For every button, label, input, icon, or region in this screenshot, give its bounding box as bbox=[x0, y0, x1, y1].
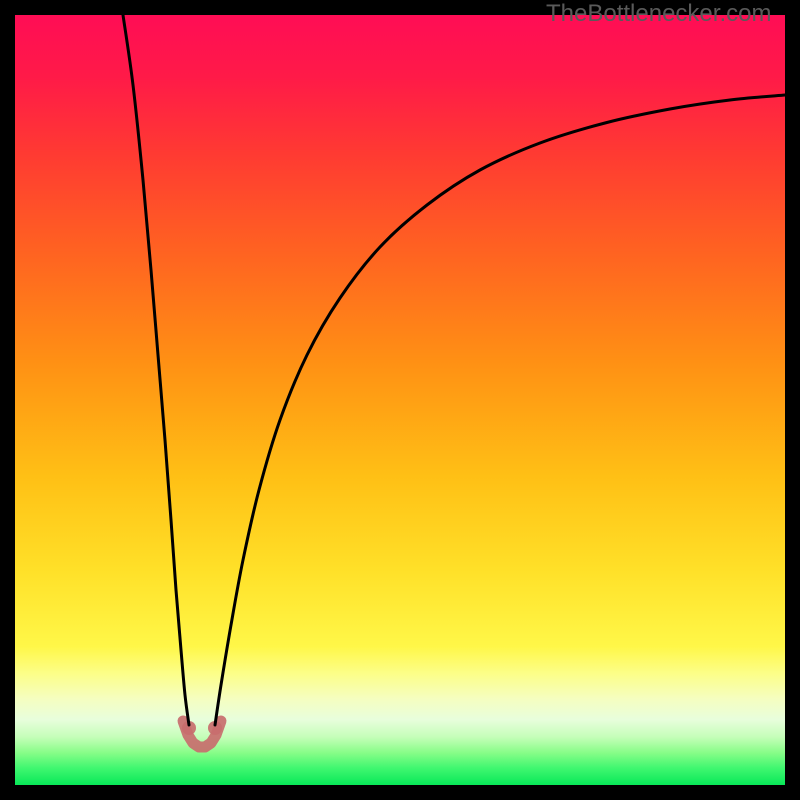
plot-area bbox=[15, 15, 785, 785]
bottleneck-curve-left bbox=[123, 15, 189, 725]
bottleneck-curve-right bbox=[215, 95, 785, 725]
chart-root: TheBottlenecker.com bbox=[0, 0, 800, 800]
curve-layer bbox=[15, 15, 785, 785]
watermark-text: TheBottlenecker.com bbox=[546, 0, 771, 28]
